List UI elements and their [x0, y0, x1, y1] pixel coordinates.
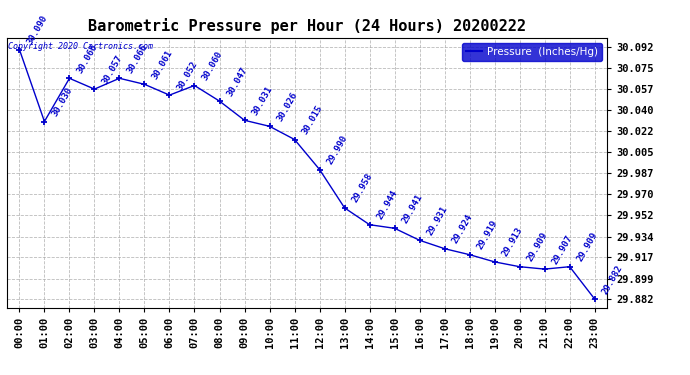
Text: 29.919: 29.919	[475, 219, 499, 251]
Text: 30.060: 30.060	[200, 50, 224, 82]
Text: 29.958: 29.958	[350, 172, 374, 204]
Text: 29.931: 29.931	[425, 204, 449, 237]
Title: Barometric Pressure per Hour (24 Hours) 20200222: Barometric Pressure per Hour (24 Hours) …	[88, 18, 526, 33]
Text: 29.913: 29.913	[500, 226, 524, 258]
Text: 29.909: 29.909	[525, 231, 549, 263]
Text: 29.907: 29.907	[550, 233, 574, 266]
Text: 29.882: 29.882	[600, 263, 624, 296]
Legend: Pressure  (Inches/Hg): Pressure (Inches/Hg)	[462, 43, 602, 61]
Text: 30.052: 30.052	[175, 59, 199, 92]
Text: 30.066: 30.066	[125, 42, 149, 75]
Text: 30.015: 30.015	[300, 104, 324, 136]
Text: 30.047: 30.047	[225, 65, 249, 98]
Text: 30.066: 30.066	[75, 42, 99, 75]
Text: 29.924: 29.924	[450, 213, 474, 245]
Text: 30.030: 30.030	[50, 86, 74, 118]
Text: 29.909: 29.909	[575, 231, 599, 263]
Text: 30.090: 30.090	[25, 13, 49, 46]
Text: 30.057: 30.057	[100, 53, 124, 86]
Text: 30.026: 30.026	[275, 90, 299, 123]
Text: Copyright 2020 Cartronics.com: Copyright 2020 Cartronics.com	[8, 42, 153, 51]
Text: 30.031: 30.031	[250, 84, 274, 117]
Text: 30.061: 30.061	[150, 48, 174, 81]
Text: 29.990: 29.990	[325, 134, 349, 166]
Text: 29.944: 29.944	[375, 189, 399, 221]
Text: 29.941: 29.941	[400, 192, 424, 225]
